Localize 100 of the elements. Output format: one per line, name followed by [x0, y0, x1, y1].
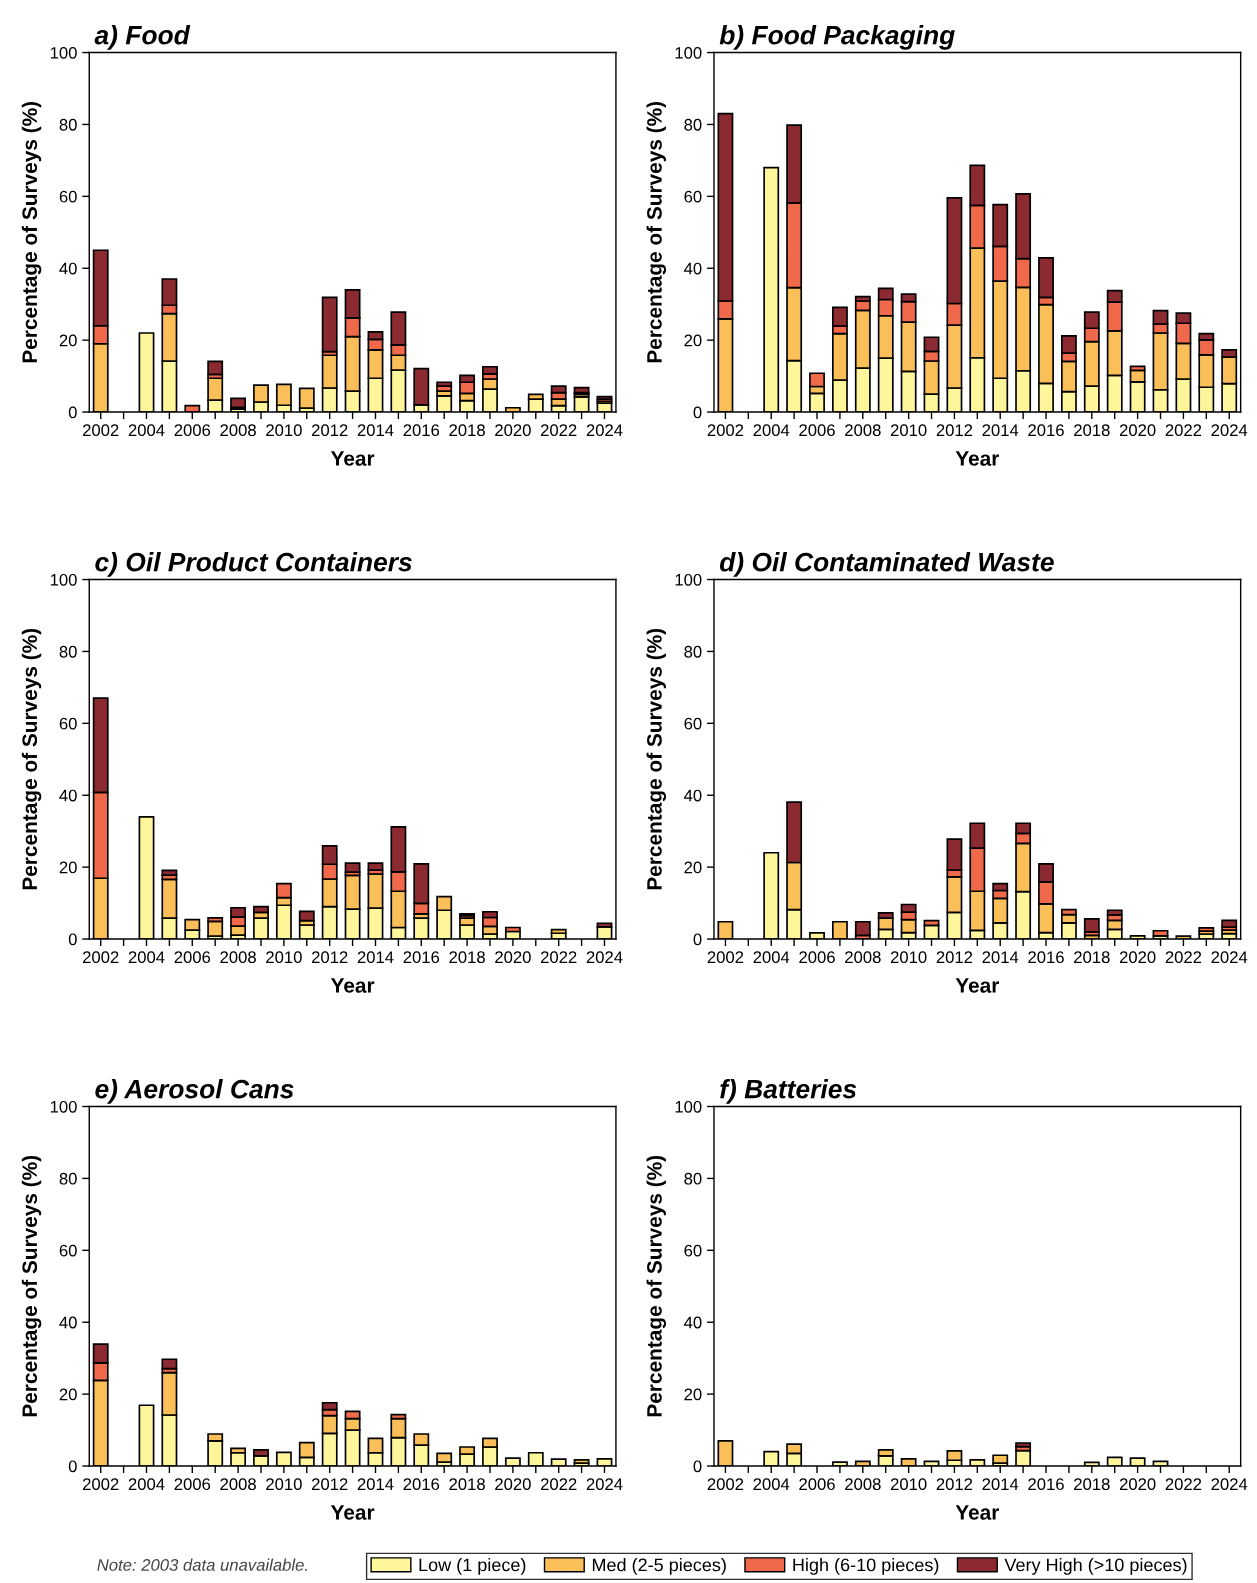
x-tick-label: 2008 — [845, 424, 881, 437]
text: Note: 2003 data unavailable. — [97, 1558, 307, 1571]
chart-title: e) Aerosol Cans — [95, 1079, 294, 1104]
x-tick-label: 2012 — [311, 1478, 348, 1491]
x-tick-label: 2012 — [311, 424, 348, 437]
y-tick-label: 40 — [684, 262, 702, 275]
x-tick-label: 2006 — [174, 1478, 211, 1491]
y-tick-label: 40 — [59, 789, 77, 802]
x-tick-label: 2014 — [357, 424, 394, 437]
x-tick-label: 2006 — [799, 424, 835, 437]
x-tick-label: 2008 — [845, 951, 881, 964]
x-tick-label: 2004 — [753, 1478, 790, 1491]
y-tick-label: 80 — [684, 645, 702, 658]
x-tick-label: 2020 — [495, 424, 531, 437]
x-axis-title: Year — [955, 451, 1000, 466]
y-tick-label: 60 — [684, 190, 702, 203]
legend-label: High (6-10 pieces) — [793, 1558, 939, 1575]
x-tick-label: 2010 — [890, 951, 927, 964]
y-tick-label: 20 — [59, 1388, 77, 1401]
y-tick-label: 60 — [59, 190, 77, 203]
x-tick-label: 2020 — [495, 1478, 531, 1491]
y-tick-label: 80 — [59, 118, 77, 131]
y-tick-label: 0 — [693, 406, 702, 419]
x-tick-label: 2002 — [83, 1478, 119, 1491]
y-tick-label: 20 — [684, 1388, 702, 1401]
y-tick-label: 20 — [59, 861, 77, 874]
x-tick-label: 2018 — [449, 951, 485, 964]
y-tick-label: 0 — [693, 1460, 702, 1473]
x-tick-label: 2014 — [357, 951, 394, 964]
x-tick-label: 2008 — [220, 424, 256, 437]
x-tick-label: 2008 — [220, 951, 256, 964]
x-tick-label: 2012 — [936, 1478, 973, 1491]
x-tick-label: 2008 — [845, 1478, 881, 1491]
x-tick-label: 2020 — [495, 951, 531, 964]
x-tick-label: 2002 — [83, 951, 119, 964]
x-tick-label: 2020 — [1119, 951, 1156, 964]
y-tick-label: 100 — [675, 46, 702, 59]
x-tick-label: 2004 — [753, 424, 790, 437]
x-tick-label: 2006 — [174, 951, 211, 964]
x-tick-label: 2016 — [403, 1478, 440, 1491]
y-tick-label: 20 — [684, 861, 702, 874]
y-tick-label: 60 — [684, 717, 702, 730]
chart-title: f) Batteries — [720, 1079, 857, 1104]
x-tick-label: 2016 — [403, 424, 440, 437]
legend-label: Very High (>10 pieces) — [1004, 1558, 1187, 1575]
y-tick-label: 40 — [59, 1316, 77, 1329]
x-tick-label: 2018 — [449, 424, 485, 437]
y-tick-label: 0 — [68, 933, 77, 946]
y-axis-title: Percentage of Surveys (%) — [21, 628, 42, 890]
x-tick-label: 2018 — [1074, 951, 1110, 964]
legend-label: Med (2-5 pieces) — [592, 1558, 726, 1575]
x-tick-label: 2024 — [586, 424, 623, 437]
x-tick-label: 2016 — [403, 951, 440, 964]
x-tick-label: 2010 — [266, 1478, 302, 1491]
x-tick-label: 2004 — [753, 951, 790, 964]
x-tick-label: 2008 — [220, 1478, 256, 1491]
x-tick-label: 2024 — [1211, 1478, 1248, 1491]
y-tick-label: 100 — [50, 573, 77, 586]
chart-title: b) Food Packaging — [719, 25, 955, 50]
y-tick-label: 40 — [684, 789, 702, 802]
y-axis-title: Percentage of Surveys (%) — [646, 1155, 667, 1417]
x-tick-label: 2016 — [1028, 951, 1064, 964]
x-tick-label: 2012 — [311, 951, 348, 964]
x-tick-label: 2014 — [357, 1478, 394, 1491]
y-axis-title: Percentage of Surveys (%) — [21, 101, 42, 363]
y-tick-label: 0 — [68, 1460, 77, 1473]
x-tick-label: 2002 — [83, 424, 119, 437]
y-tick-label: 80 — [59, 1172, 77, 1185]
x-tick-label: 2002 — [707, 951, 744, 964]
y-tick-label: 0 — [68, 406, 77, 419]
x-tick-label: 2014 — [982, 424, 1019, 437]
y-tick-label: 40 — [59, 262, 77, 275]
x-axis-title: Year — [330, 1505, 375, 1520]
x-axis-title: Year — [330, 978, 375, 993]
x-tick-label: 2022 — [540, 1478, 577, 1491]
x-tick-label: 2004 — [128, 1478, 165, 1491]
x-tick-label: 2020 — [1119, 424, 1156, 437]
x-tick-label: 2012 — [936, 951, 973, 964]
x-tick-label: 2014 — [982, 951, 1019, 964]
x-axis-title: Year — [955, 1505, 1000, 1520]
x-tick-label: 2010 — [266, 951, 302, 964]
y-axis-title: Percentage of Surveys (%) — [646, 101, 667, 363]
y-tick-label: 80 — [59, 645, 77, 658]
x-tick-label: 2012 — [936, 424, 973, 437]
x-tick-label: 2024 — [586, 1478, 623, 1491]
y-tick-label: 60 — [59, 717, 77, 730]
x-tick-label: 2002 — [707, 1478, 744, 1491]
chart-title: a) Food — [94, 25, 191, 50]
x-tick-label: 2010 — [890, 424, 927, 437]
x-tick-label: 2024 — [1211, 951, 1248, 964]
x-tick-label: 2010 — [890, 1478, 927, 1491]
x-tick-label: 2022 — [540, 951, 577, 964]
y-axis-title: Percentage of Surveys (%) — [646, 628, 667, 890]
legend-label: Low (1 piece) — [419, 1558, 526, 1575]
x-tick-label: 2006 — [799, 1478, 835, 1491]
chart-title: c) Oil Product Containers — [95, 552, 412, 577]
x-tick-label: 2014 — [982, 1478, 1019, 1491]
y-tick-label: 20 — [684, 334, 702, 347]
x-tick-label: 2022 — [540, 424, 577, 437]
y-tick-label: 100 — [675, 573, 702, 586]
